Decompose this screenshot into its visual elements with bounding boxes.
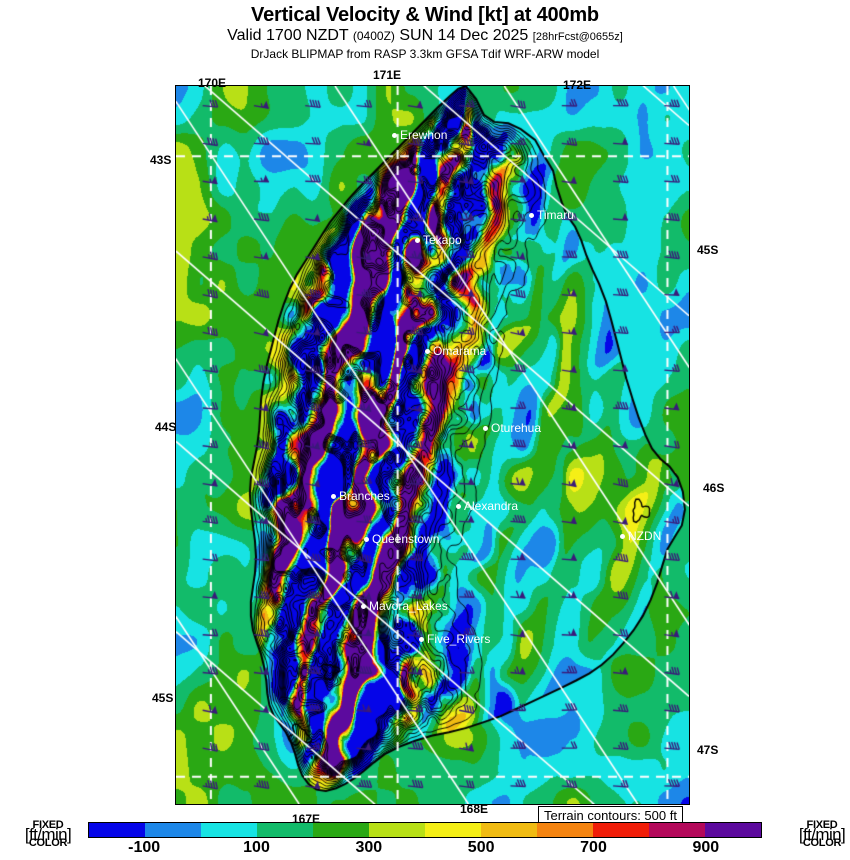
axis-tick-43S: 43S (150, 153, 172, 167)
colorbar-tick-labels: -100 100 300 500 700 900 (88, 839, 762, 859)
page-title: Vertical Velocity & Wind [kt] at 400mb (251, 4, 599, 26)
axis-tick-47S: 47S (697, 743, 719, 757)
city-label: Five_Rivers (427, 632, 491, 646)
city-dot-icon (331, 493, 336, 499)
axis-tick-172E: 172E (563, 78, 592, 92)
city-dot-icon (425, 348, 430, 354)
city-dot-icon (529, 212, 534, 218)
map-frame[interactable]: Erewhon Timaru Tekapo Omarama Oturehua Branch… (175, 85, 690, 805)
valid-date: SUN 14 Dec 2025 (399, 27, 529, 44)
city-marker-mavora_lakes[interactable]: Mavora_Lakes (361, 600, 448, 612)
city-label: Queenstown (372, 532, 440, 546)
colorbar-tick-500: 500 (467, 839, 495, 856)
city-label: Alexandra (464, 499, 519, 513)
city-dot-icon (620, 533, 625, 539)
city-dot-icon (456, 503, 461, 509)
city-marker-queenstown[interactable]: Queenstown (364, 533, 439, 545)
colorbar-band-3 (257, 823, 313, 837)
colorbar-tick-900: 900 (692, 839, 720, 856)
axis-tick-171E: 171E (373, 68, 402, 82)
city-marker-omarama[interactable]: Omarama (425, 345, 486, 357)
city-label: Erewhon (400, 128, 448, 142)
colorbar-tick-300: 300 (355, 839, 383, 856)
city-dot-icon (392, 132, 397, 138)
colorbar-fixed-label-left: FIXED (32, 819, 64, 831)
colorbar-tick-100: 100 (243, 839, 270, 856)
colorbar-units-left: FIXED [ft/min] COLOR (8, 820, 88, 849)
colorbar-color-label-left: COLOR (28, 837, 68, 849)
colorbar-tick--100: -100 (128, 839, 161, 856)
chart-header: Vertical Velocity & Wind [kt] at 400mb V… (0, 0, 850, 62)
city-dot-icon (419, 636, 424, 642)
city-label: Tekapo (423, 233, 462, 247)
city-marker-branches[interactable]: Branches (331, 490, 390, 502)
city-marker-nzdn[interactable]: NZDN (620, 530, 661, 542)
city-dot-icon (483, 425, 488, 431)
valid-time-utc: (0400Z) (352, 29, 395, 43)
axis-tick-45S: 45S (697, 243, 719, 257)
colorbar-band-8 (537, 823, 593, 837)
axis-tick-170E: 170E (198, 76, 227, 90)
colorbar-band-11 (705, 823, 761, 837)
axis-tick-45S: 45S (152, 691, 174, 705)
city-marker-oturehua[interactable]: Oturehua (483, 422, 541, 434)
city-label: Omarama (433, 344, 487, 358)
city-label: Branches (339, 489, 390, 503)
axis-tick-168E: 168E (460, 802, 489, 816)
colorbar-band-7 (481, 823, 537, 837)
colorbar-band-6 (425, 823, 481, 837)
city-marker-erewhon[interactable]: Erewhon (392, 129, 447, 141)
colorbar-area: FIXED [ft/min] COLOR -100 100 300 500 700 900… (0, 820, 850, 860)
city-marker-timaru[interactable]: Timaru (529, 209, 574, 221)
valid-time-prefix: Valid 1700 NZDT (227, 27, 349, 44)
colorbar-color-label-right: COLOR (802, 837, 842, 849)
city-marker-five_rivers[interactable]: Five_Rivers (419, 633, 490, 645)
city-label: Timaru (537, 208, 574, 222)
city-marker-alexandra[interactable]: Alexandra (456, 500, 518, 512)
axis-tick-44S: 44S (155, 420, 177, 434)
valid-time-line: Valid 1700 NZDT (0400Z) SUN 14 Dec 2025 … (0, 26, 850, 47)
colorbar-units-label-right: [ft/min] (798, 825, 846, 844)
colorbar-band-5 (369, 823, 425, 837)
city-dot-icon (361, 603, 366, 609)
city-dot-icon (415, 237, 420, 243)
city-marker-tekapo[interactable]: Tekapo (415, 234, 462, 246)
colorbar-band-10 (649, 823, 705, 837)
city-dot-icon (364, 536, 369, 542)
colorbar-band-0 (89, 823, 145, 837)
city-label: Oturehua (491, 421, 542, 435)
colorbar-band-4 (313, 823, 369, 837)
axis-tick-46S: 46S (703, 481, 725, 495)
colorbar-band-9 (593, 823, 649, 837)
colorbar-fixed-label-right: FIXED (806, 819, 838, 831)
colorbar-band-2 (201, 823, 257, 837)
model-source-line: DrJack BLIPMAP from RASP 3.3km GFSA Tdif… (250, 47, 600, 61)
colorbar-tick-700: 700 (580, 839, 607, 856)
colorbar-units-label-left: [ft/min] (24, 825, 72, 844)
terrain-contour-legend: Terrain contours: 500 ft (538, 806, 683, 826)
city-label: NZDN (628, 529, 662, 543)
colorbar-gradient[interactable] (88, 822, 762, 838)
colorbar-units-right: FIXED [ft/min] COLOR (782, 820, 850, 849)
city-label: Mavora_Lakes (369, 599, 448, 613)
forecast-hour-tag: [28hrFcst@0655z] (532, 31, 623, 43)
vertical-velocity-heatmap (176, 86, 689, 804)
colorbar-band-1 (145, 823, 201, 837)
